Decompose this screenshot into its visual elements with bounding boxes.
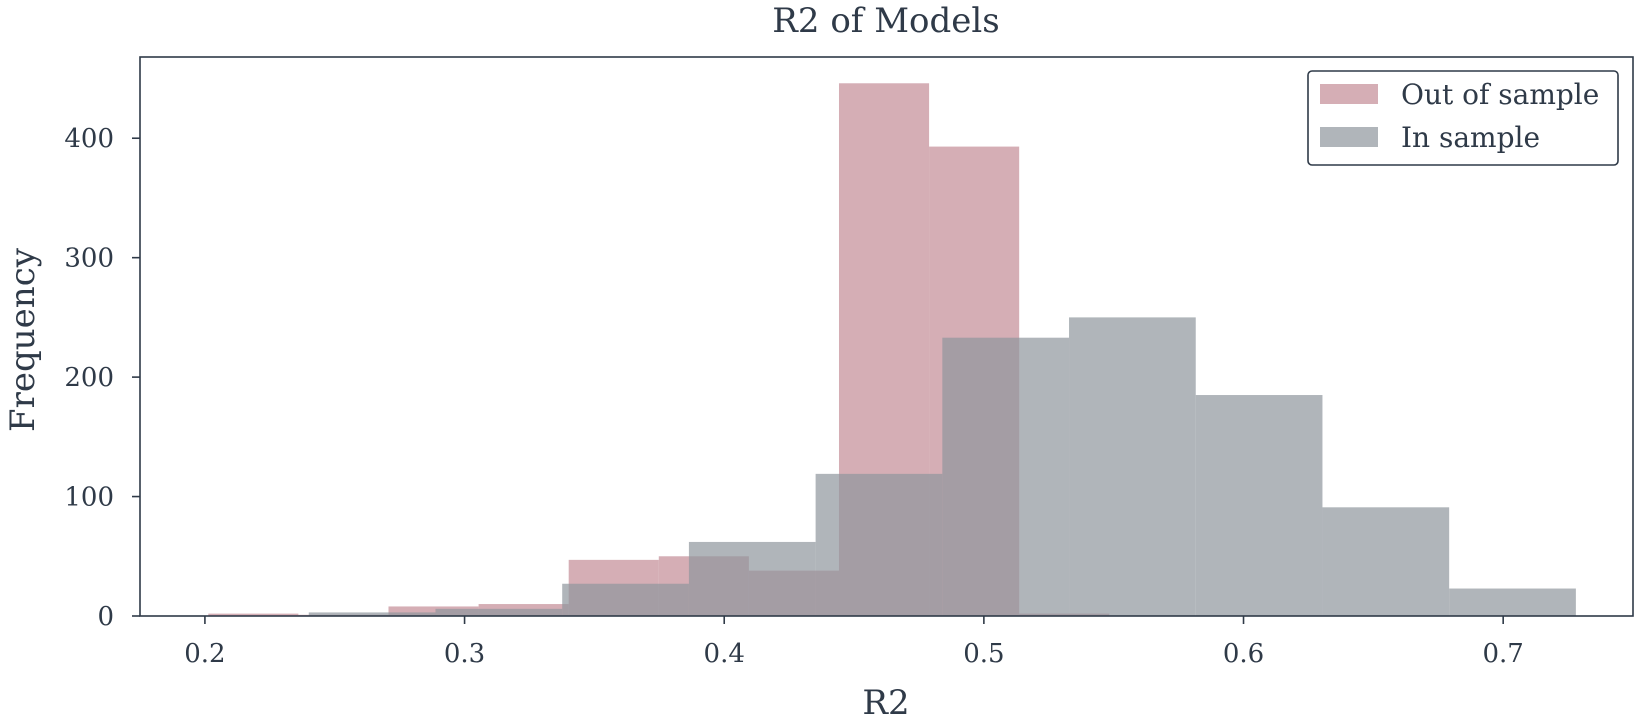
- y-tick-label: 300: [64, 244, 114, 274]
- bar-in-sample: [1069, 317, 1196, 616]
- legend-swatch-out-of-sample: [1320, 84, 1378, 104]
- y-axis-ticks: 0 100 200 300 400: [64, 124, 140, 632]
- x-axis-label: R2: [862, 683, 909, 723]
- legend-label-in-sample: In sample: [1401, 121, 1540, 154]
- y-tick-label: 200: [64, 363, 114, 393]
- bar-in-sample: [1195, 395, 1323, 616]
- bar-out-of-sample: [388, 606, 479, 616]
- legend-frame: [1307, 70, 1619, 166]
- bar-in-sample: [815, 473, 943, 616]
- legend-label-out-of-sample: Out of sample: [1401, 78, 1599, 111]
- bar-in-sample: [435, 608, 563, 616]
- bar-in-sample: [1322, 507, 1450, 616]
- legend-swatch-in-sample: [1320, 127, 1378, 147]
- x-tick-label: 0.6: [1223, 639, 1264, 669]
- y-tick-label: 400: [64, 124, 114, 154]
- x-tick-label: 0.5: [963, 639, 1004, 669]
- bar-in-sample: [308, 612, 436, 616]
- legend: Out of sample In sample: [1307, 70, 1619, 166]
- y-axis-label: Frequency: [3, 247, 43, 432]
- y-tick-label: 100: [64, 483, 114, 513]
- bar-in-sample: [562, 583, 689, 616]
- bar-out-of-sample: [208, 613, 299, 616]
- plot-frame: [139, 56, 1634, 617]
- x-axis-ticks: 0.2 0.3 0.4 0.5 0.6 0.7: [184, 616, 1524, 669]
- bars-layer: [208, 83, 1576, 617]
- x-tick-label: 0.4: [704, 639, 745, 669]
- y-tick-label: 0: [97, 602, 114, 632]
- bar-in-sample: [1449, 588, 1576, 616]
- x-tick-label: 0.7: [1482, 639, 1523, 669]
- x-tick-label: 0.3: [444, 639, 485, 669]
- chart-title: R2 of Models: [772, 1, 999, 41]
- bar-in-sample: [688, 541, 816, 616]
- x-tick-label: 0.2: [184, 639, 225, 669]
- bar-in-sample: [942, 337, 1070, 616]
